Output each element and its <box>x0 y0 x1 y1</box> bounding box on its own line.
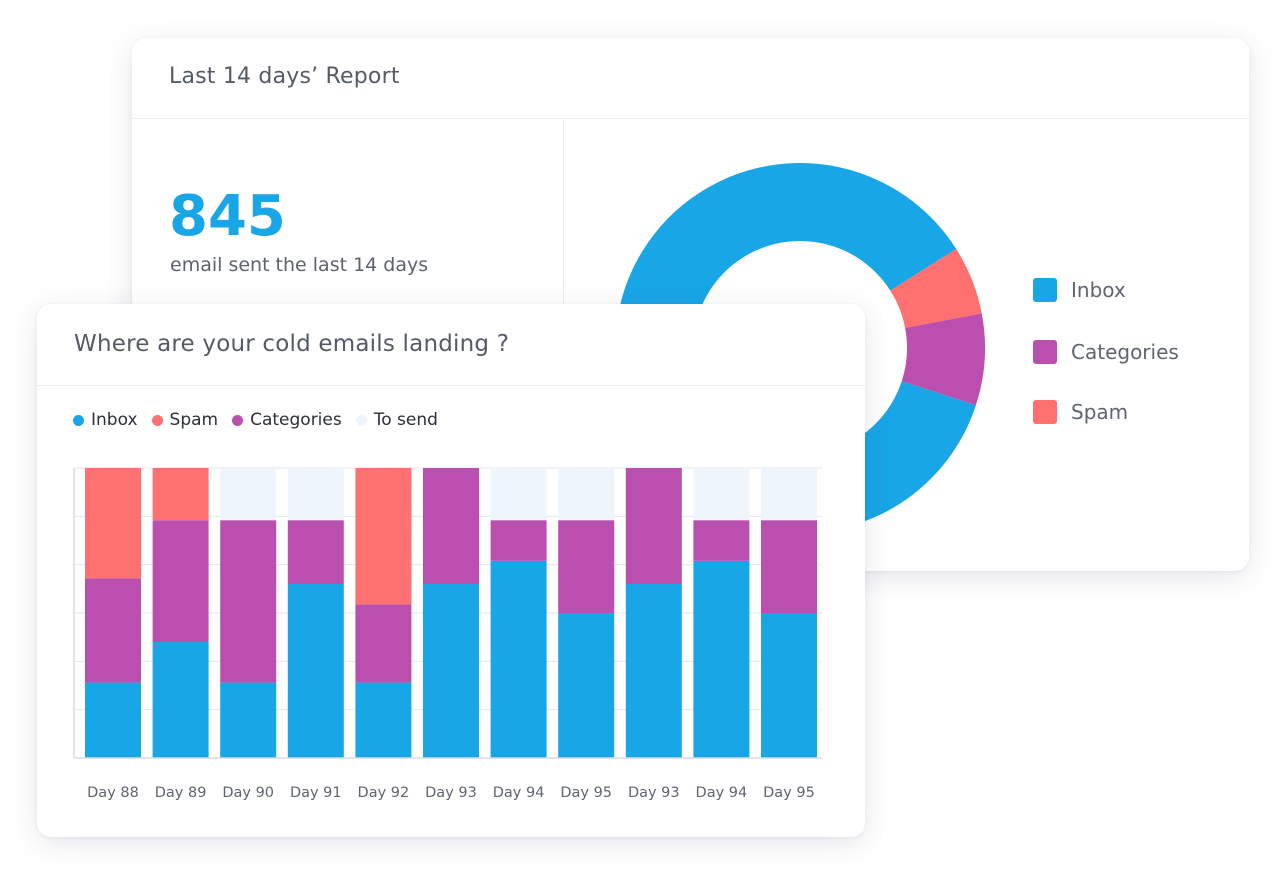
total-emails-value: 845 <box>169 184 286 249</box>
donut-legend-label: Categories <box>1071 340 1179 364</box>
donut-legend-label: Inbox <box>1071 278 1126 302</box>
bar-categories <box>152 520 209 642</box>
x-tick-label: Day 95 <box>560 785 612 801</box>
bar-inbox <box>85 682 141 758</box>
spam-dot <box>151 414 163 426</box>
bar-categories <box>693 520 750 561</box>
bar-to-send <box>761 468 817 521</box>
landing-bar-chart: Day 88 Day 89 Day 90 Day 91 Day 92 Day 93 Day … <box>73 467 822 801</box>
bar-inbox <box>558 613 615 758</box>
x-tick-label: Day 93 <box>425 785 477 801</box>
bar-legend-label: Inbox <box>91 410 138 430</box>
bar-inbox <box>152 642 209 758</box>
report-title: Last 14 days’ Report <box>132 38 1249 119</box>
bar-categories <box>490 520 547 561</box>
bar-spam <box>152 468 209 521</box>
bar-inbox <box>220 682 277 758</box>
to-send-dot <box>355 414 367 426</box>
categories-dot <box>232 414 244 426</box>
bar-categories <box>220 520 277 683</box>
x-tick-label: Day 89 <box>155 785 207 801</box>
bar-to-send <box>490 468 547 521</box>
categories-swatch <box>1033 340 1057 364</box>
bar-to-send <box>558 468 615 521</box>
x-tick-label: Day 94 <box>493 785 545 801</box>
donut-legend-label: Spam <box>1071 400 1129 424</box>
bar-inbox <box>693 560 750 758</box>
bar-categories <box>625 468 682 584</box>
x-tick-label: Day 95 <box>763 785 815 801</box>
bar-inbox <box>355 682 412 758</box>
bar-legend-label: Categories <box>250 410 342 430</box>
bar-spam <box>355 468 412 605</box>
x-tick-label: Day 94 <box>696 785 748 801</box>
bar-to-send <box>693 468 750 521</box>
bar-categories <box>287 520 344 584</box>
total-emails-caption: email sent the last 14 days <box>170 254 429 276</box>
donut-slice-categories <box>901 313 985 406</box>
x-tick-label: Day 91 <box>290 785 342 801</box>
bar-to-send <box>287 468 344 521</box>
x-tick-label: Day 93 <box>628 785 680 801</box>
bar-inbox <box>287 584 344 758</box>
bar-inbox <box>490 560 547 758</box>
bar-legend: Inbox Spam Categories To send <box>73 410 452 430</box>
bar-inbox <box>423 584 479 758</box>
x-tick-label: Day 90 <box>222 785 274 801</box>
inbox-dot <box>73 414 84 426</box>
bar-legend-inbox: Inbox <box>73 410 138 430</box>
bar-legend-spam: Spam <box>151 410 219 430</box>
bar-categories <box>423 468 479 584</box>
bar-legend-label: To send <box>373 410 438 430</box>
bar-legend-categories: Categories <box>232 410 342 430</box>
landing-card: Where are your cold emails landing ? Inb… <box>37 304 865 837</box>
donut-legend-categories: Categories <box>1033 340 1179 364</box>
donut-slice-spam <box>890 248 982 328</box>
donut-legend-inbox: Inbox <box>1033 278 1126 302</box>
spam-swatch <box>1033 400 1057 424</box>
bar-spam <box>85 468 141 579</box>
x-tick-label: Day 92 <box>358 785 410 801</box>
bar-categories <box>355 604 412 683</box>
landing-title: Where are your cold emails landing ? <box>37 304 865 386</box>
bar-categories <box>761 520 817 613</box>
bar-categories <box>558 520 615 613</box>
donut-legend-spam: Spam <box>1033 400 1128 424</box>
x-tick-label: Day 88 <box>87 785 139 801</box>
inbox-swatch <box>1033 278 1057 302</box>
bar-to-send <box>220 468 277 521</box>
bar-legend-to-send: To send <box>355 410 438 430</box>
bar-categories <box>85 578 141 683</box>
bar-inbox <box>761 613 817 758</box>
bar-legend-label: Spam <box>169 410 219 430</box>
bar-inbox <box>625 584 682 758</box>
